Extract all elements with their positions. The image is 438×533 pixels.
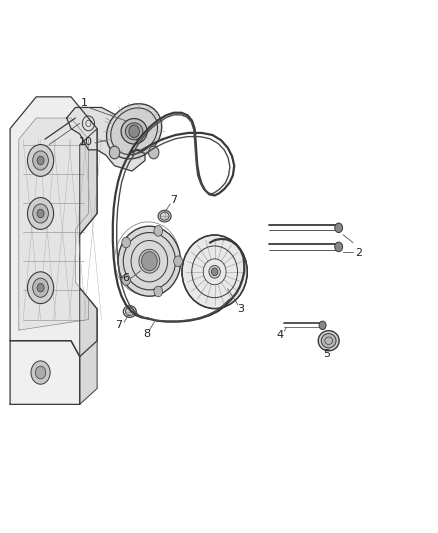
Ellipse shape [106,104,162,159]
Text: 1: 1 [81,98,88,108]
Circle shape [335,223,343,232]
Ellipse shape [209,265,220,278]
Text: 6: 6 [122,273,129,283]
Circle shape [154,225,162,236]
Ellipse shape [118,226,181,296]
Circle shape [33,151,48,170]
Ellipse shape [121,118,147,144]
Circle shape [33,204,48,223]
Text: 3: 3 [237,304,244,314]
Text: 2: 2 [355,248,362,259]
Circle shape [28,198,53,229]
Circle shape [35,366,46,379]
Polygon shape [80,288,97,405]
Polygon shape [19,118,88,330]
Circle shape [154,286,162,297]
Ellipse shape [182,235,247,309]
Text: 8: 8 [144,329,151,340]
Circle shape [174,256,183,266]
Circle shape [37,209,44,217]
Circle shape [141,252,157,271]
Text: 10: 10 [79,137,93,147]
Polygon shape [10,97,97,357]
Text: 7: 7 [115,320,123,330]
Circle shape [122,274,131,285]
Circle shape [28,144,53,176]
Circle shape [212,268,218,276]
Polygon shape [67,108,145,171]
Circle shape [129,125,139,138]
Circle shape [148,146,159,159]
Circle shape [33,278,48,297]
Ellipse shape [125,123,143,140]
Circle shape [122,237,131,248]
Polygon shape [10,341,80,405]
Text: 5: 5 [323,349,330,359]
Circle shape [319,321,326,329]
Circle shape [31,361,50,384]
Text: 7: 7 [170,195,177,205]
Circle shape [37,156,44,165]
Ellipse shape [318,330,339,351]
Circle shape [110,146,120,159]
Ellipse shape [111,108,158,155]
Ellipse shape [123,306,136,317]
Circle shape [28,272,53,304]
Circle shape [37,284,44,292]
Text: 4: 4 [276,330,283,341]
Ellipse shape [321,334,336,348]
Ellipse shape [158,211,171,222]
Ellipse shape [139,249,160,273]
Polygon shape [80,128,97,235]
Circle shape [335,242,343,252]
